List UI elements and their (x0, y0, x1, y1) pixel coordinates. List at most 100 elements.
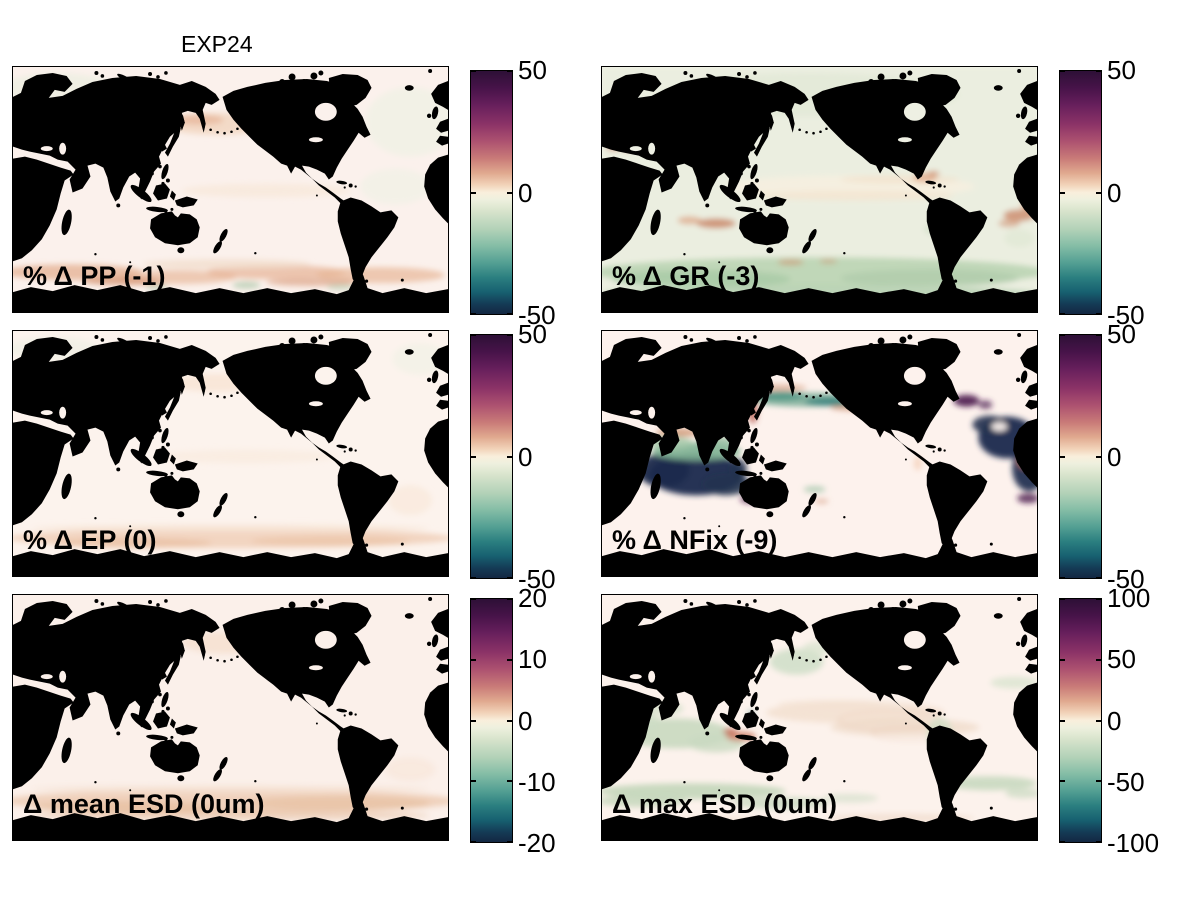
world-map-svg (13, 331, 448, 576)
colorbar-tick-label: -50 (518, 300, 556, 330)
map-label-max-esd: Δ max ESD (0um) (612, 789, 837, 819)
colorbar-tick-mark (471, 658, 476, 661)
colorbar-tick-mark (1060, 577, 1065, 579)
colorbar-tick-mark (1060, 313, 1065, 315)
colorbar-tick-label: -100 (1107, 828, 1160, 858)
colorbar-gradient (1059, 334, 1102, 579)
colorbar-tick-label: 0 (518, 705, 533, 736)
colorbar-tick-mark (471, 841, 476, 843)
colorbar-tick-label: -10 (518, 766, 556, 797)
map-label-pp: % Δ PP (-1) (23, 261, 166, 291)
colorbar-tick-mark (1060, 658, 1065, 661)
colorbar-tick-label: 10 (518, 644, 547, 675)
colorbar-labels: 50 0 -50 (1107, 321, 1182, 592)
colorbar-gradient (1059, 70, 1102, 315)
colorbar-tick-mark (507, 577, 512, 579)
colorbar-tick-label: 50 (1107, 55, 1136, 85)
colorbar-tick-mark (507, 70, 512, 72)
world-map-svg (13, 67, 448, 312)
map-panel-max-esd: Δ max ESD (0um) (601, 594, 1038, 841)
colorbar-max-esd: 100 50 0 -50 -100 (1059, 585, 1159, 856)
colorbar-tick-label: 100 (1107, 583, 1151, 613)
colorbar-tick-mark (471, 780, 476, 783)
colorbar-tick-mark (507, 719, 512, 722)
colorbar-tick-label: -50 (1107, 766, 1145, 797)
colorbar-gradient (470, 70, 513, 315)
colorbar-tick-mark (1096, 577, 1101, 579)
colorbar-tick-mark (1096, 334, 1101, 336)
map-panel-nfix: % Δ NFix (-9) (601, 330, 1038, 577)
colorbar-tick-mark (471, 598, 476, 600)
figure-title: EXP24 (181, 31, 253, 57)
colorbar-tick-mark (507, 841, 512, 843)
colorbar-pp: 50 0 -50 (470, 57, 556, 328)
map-label-nfix: % Δ NFix (-9) (612, 525, 778, 555)
colorbar-tick-mark (1060, 191, 1065, 194)
colorbar-tick-label: -50 (1107, 300, 1145, 330)
colorbar-tick-label: -50 (518, 564, 556, 594)
colorbar-tick-mark (471, 70, 476, 72)
colorbar-tick-mark (507, 658, 512, 661)
colorbar-tick-mark (1096, 313, 1101, 315)
colorbar-ep: 50 0 -50 (470, 321, 556, 592)
colorbar-tick-label: 0 (1107, 177, 1122, 208)
colorbar-tick-mark (471, 455, 476, 458)
colorbar-tick-mark (507, 313, 512, 315)
map-label-gr: % Δ GR (-3) (612, 261, 760, 291)
colorbar-labels: 50 0 -50 (1107, 57, 1182, 328)
colorbar-tick-label: -50 (1107, 564, 1145, 594)
colorbar-gradient (1059, 598, 1102, 843)
map-panel-gr: % Δ GR (-3) (601, 66, 1038, 313)
colorbar-tick-mark (1060, 841, 1065, 843)
world-map-svg (602, 595, 1037, 840)
colorbar-tick-mark (471, 577, 476, 579)
colorbar-tick-mark (1060, 780, 1065, 783)
colorbar-tick-label: 50 (518, 319, 547, 349)
colorbar-gradient (470, 334, 513, 579)
colorbar-tick-mark (1060, 334, 1065, 336)
map-panel-ep: % Δ EP (0) (12, 330, 449, 577)
colorbar-labels: 20 10 0 -10 -20 (518, 585, 593, 856)
map-panel-pp: % Δ PP (-1) (12, 66, 449, 313)
colorbar-tick-label: 0 (518, 441, 533, 472)
colorbar-labels: 100 50 0 -50 -100 (1107, 585, 1182, 856)
colorbar-tick-mark (507, 191, 512, 194)
colorbar-tick-label: 0 (1107, 705, 1122, 736)
colorbar-tick-mark (1096, 841, 1101, 843)
colorbar-tick-label: 20 (518, 583, 547, 613)
colorbar-tick-label: -20 (518, 828, 556, 858)
colorbar-tick-label: 50 (518, 55, 547, 85)
colorbar-tick-mark (507, 780, 512, 783)
colorbar-gr: 50 0 -50 (1059, 57, 1145, 328)
colorbar-tick-mark (1096, 719, 1101, 722)
colorbar-tick-label: 50 (1107, 319, 1136, 349)
colorbar-tick-label: 50 (1107, 644, 1136, 675)
map-label-mean-esd: Δ mean ESD (0um) (23, 789, 265, 819)
map-panel-mean-esd: Δ mean ESD (0um) (12, 594, 449, 841)
colorbar-tick-mark (507, 334, 512, 336)
colorbar-tick-mark (1060, 719, 1065, 722)
colorbar-tick-mark (471, 191, 476, 194)
colorbar-tick-mark (1096, 598, 1101, 600)
world-map-svg (602, 67, 1037, 312)
colorbar-mean-esd: 20 10 0 -10 -20 (470, 585, 556, 856)
colorbar-tick-mark (1060, 70, 1065, 72)
map-label-ep: % Δ EP (0) (23, 525, 157, 555)
colorbar-tick-mark (1096, 658, 1101, 661)
colorbar-gradient (470, 598, 513, 843)
colorbar-tick-mark (471, 719, 476, 722)
colorbar-tick-mark (1060, 455, 1065, 458)
ocean-anomaly-layer (13, 72, 448, 291)
world-map-svg (13, 595, 448, 840)
colorbar-tick-mark (507, 455, 512, 458)
colorbar-labels: 50 0 -50 (518, 57, 593, 328)
colorbar-nfix: 50 0 -50 (1059, 321, 1145, 592)
world-map-svg (602, 331, 1037, 576)
colorbar-labels: 50 0 -50 (518, 321, 593, 592)
colorbar-tick-label: 0 (518, 177, 533, 208)
colorbar-tick-mark (471, 313, 476, 315)
colorbar-tick-label: 0 (1107, 441, 1122, 472)
colorbar-tick-mark (507, 598, 512, 600)
colorbar-tick-mark (1060, 598, 1065, 600)
colorbar-tick-mark (471, 334, 476, 336)
